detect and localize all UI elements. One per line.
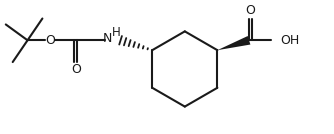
Text: O: O <box>71 64 81 77</box>
Text: OH: OH <box>281 34 300 47</box>
Text: N: N <box>102 32 112 45</box>
Polygon shape <box>217 36 250 50</box>
Text: O: O <box>245 4 255 17</box>
Text: H: H <box>112 26 121 39</box>
Text: O: O <box>45 34 55 47</box>
